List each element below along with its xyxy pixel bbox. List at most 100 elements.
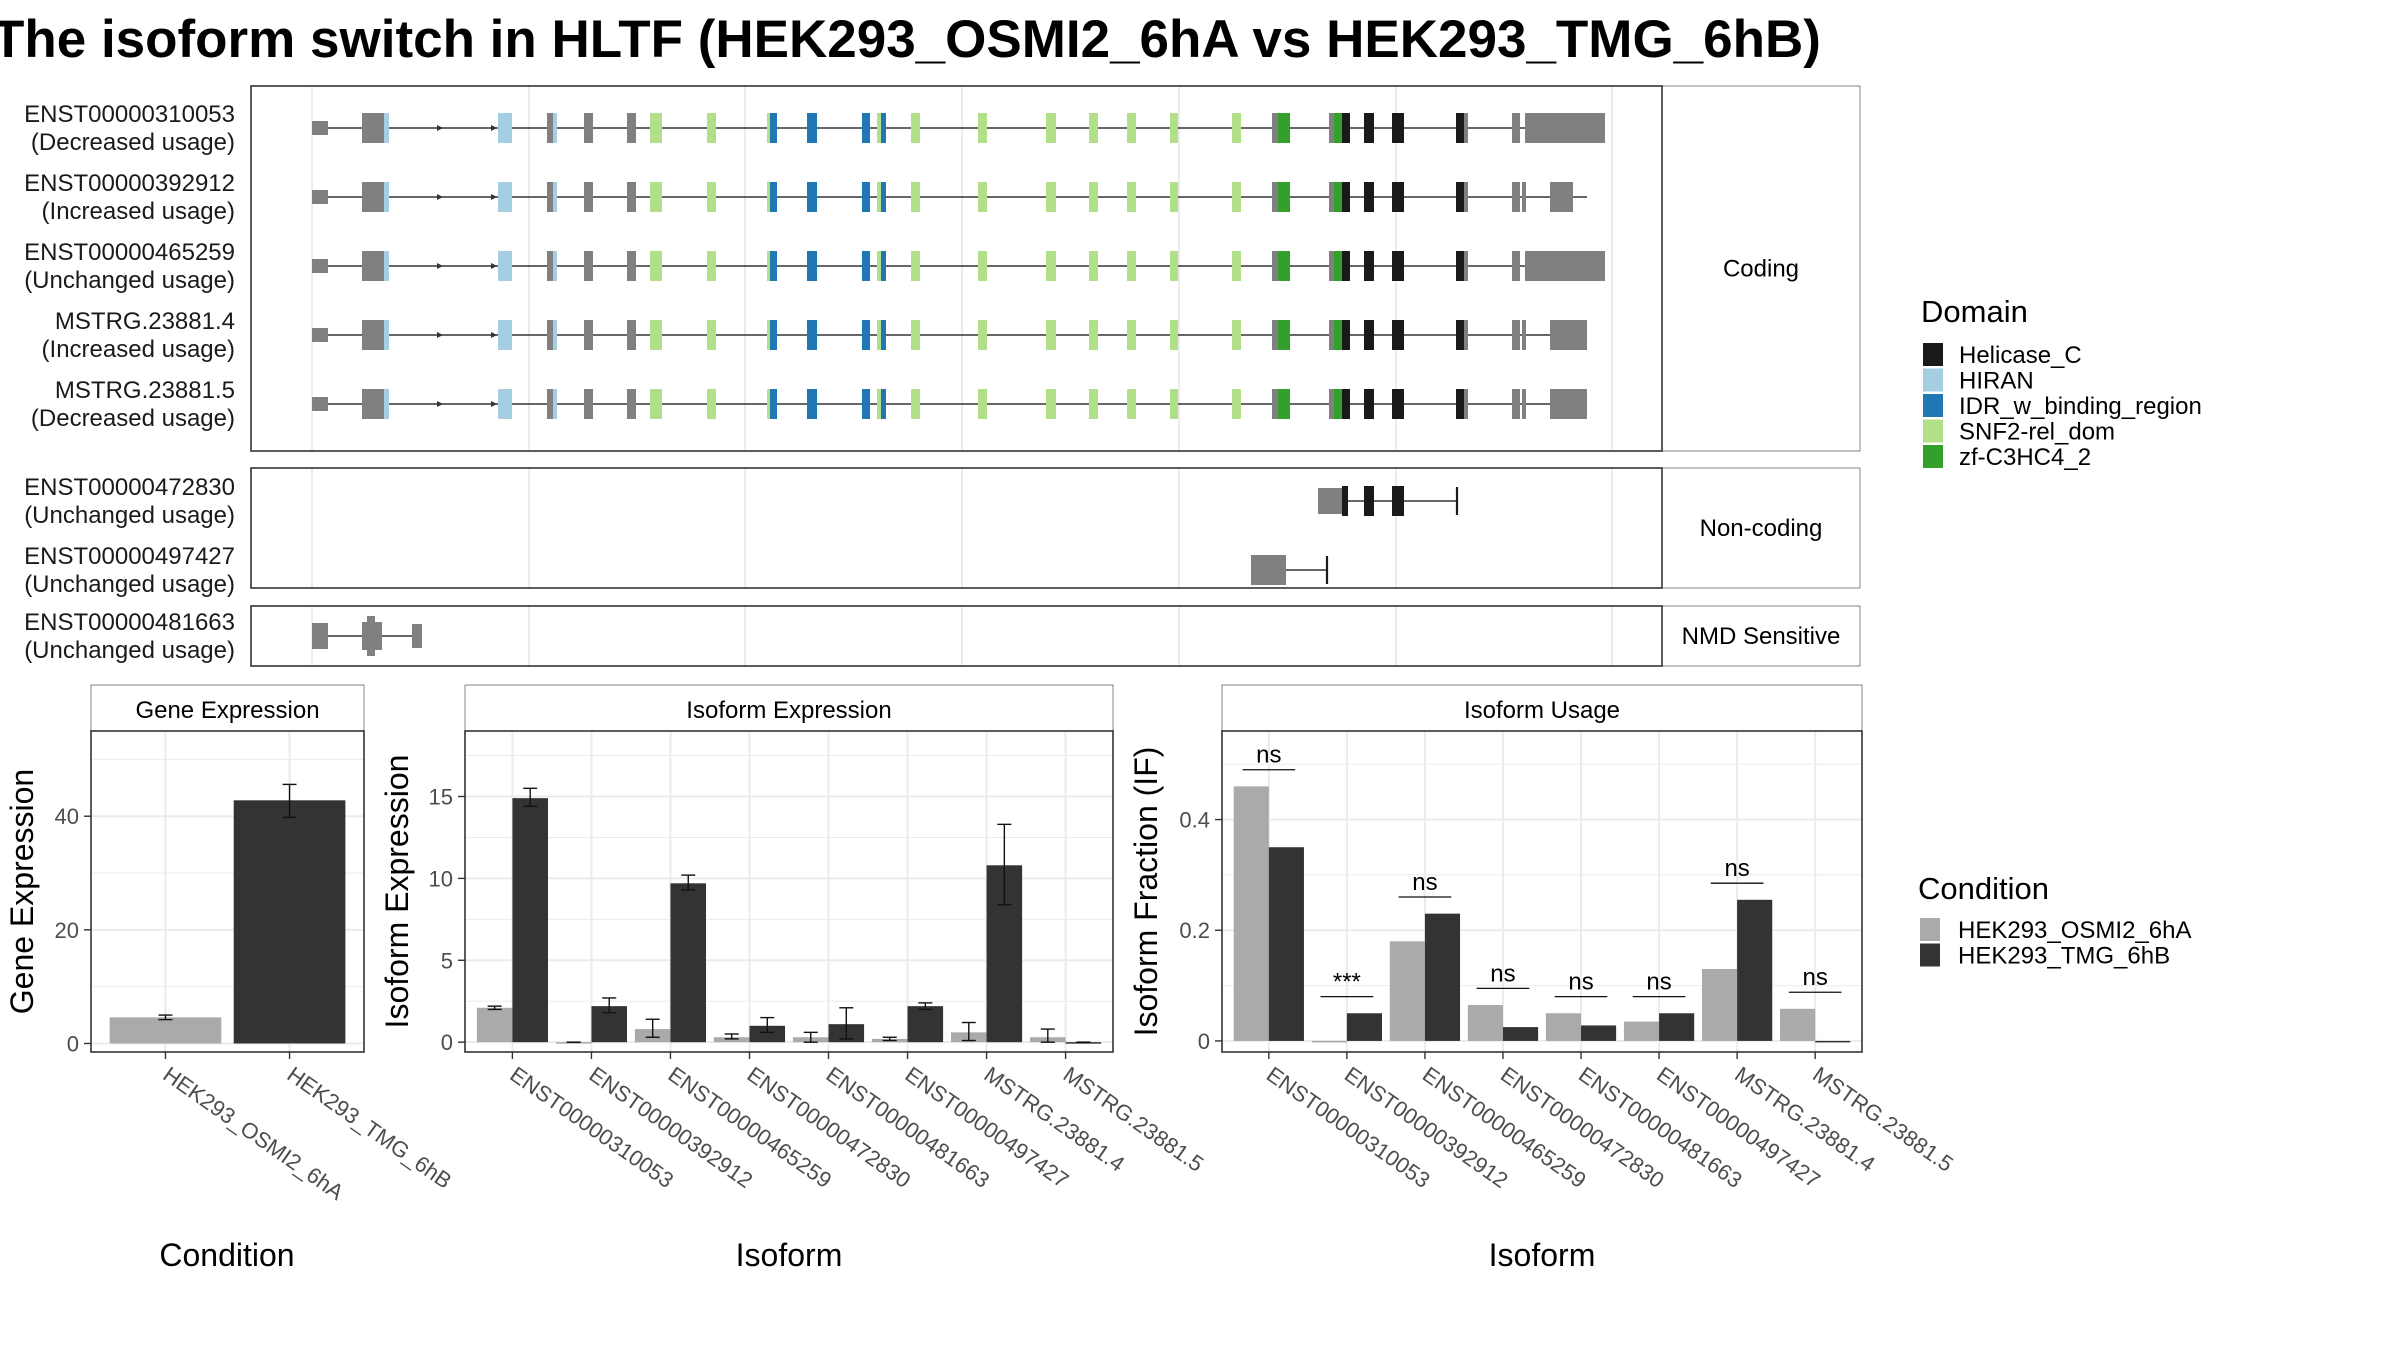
domain-legend-swatch <box>1923 368 1943 392</box>
exon-block <box>1232 113 1241 143</box>
panel-strip <box>1661 605 1861 667</box>
exon-block <box>862 182 870 212</box>
strand-arrow <box>437 194 443 200</box>
exon-block <box>1127 320 1136 350</box>
condition-legend-title: Condition <box>1918 871 2049 906</box>
bar <box>713 1037 750 1043</box>
exon-block <box>1170 182 1178 212</box>
exon-block <box>978 320 987 350</box>
domain-legend-swatch <box>1923 343 1943 366</box>
exon-block <box>1456 182 1464 212</box>
exon-block <box>1334 320 1342 350</box>
exon-block <box>1464 182 1468 212</box>
exon-block <box>911 113 920 143</box>
exon-block <box>1342 320 1350 350</box>
exon-block <box>1456 251 1464 281</box>
domain-legend-title: Domain <box>1921 294 2028 329</box>
exon-block <box>862 389 870 419</box>
exon-block <box>1456 389 1464 419</box>
exon-block <box>650 113 662 143</box>
y-tick-label: 0 <box>1198 1029 1210 1054</box>
significance-label: ns <box>1568 969 1593 996</box>
transcript-row <box>312 389 1587 419</box>
exon-block <box>881 320 886 350</box>
exon-block <box>1512 320 1520 350</box>
exon-block <box>1334 113 1342 143</box>
y-axis-title: Isoform Fraction (IF) <box>1128 747 1164 1037</box>
exon-block <box>650 182 662 212</box>
panel-strip-label: Non-coding <box>1700 515 1823 542</box>
transcript-id-label: ENST00000392912 <box>24 170 235 197</box>
bar <box>1815 1040 1851 1043</box>
y-tick-label: 0 <box>441 1030 453 1055</box>
exon-block <box>498 251 512 281</box>
exon-block <box>978 251 987 281</box>
domain-legend-swatch <box>1923 419 1943 443</box>
significance-label: ns <box>1802 964 1827 991</box>
exon-block <box>911 389 920 419</box>
exon-block <box>498 113 512 143</box>
exon-block <box>547 320 553 350</box>
condition-legend-label: HEK293_TMG_6hB <box>1958 943 2170 970</box>
exon-block <box>1512 389 1520 419</box>
significance-label: *** <box>1333 969 1361 996</box>
domain-legend-label: Helicase_C <box>1959 342 2082 369</box>
exon-block <box>627 251 636 281</box>
x-tick-label: MSTRG.23881.5 <box>1059 1062 1209 1177</box>
exon-block <box>1364 486 1374 516</box>
exon-block <box>384 320 389 350</box>
exon-block <box>312 190 328 204</box>
panel-strip <box>1661 467 1861 589</box>
exon-block <box>627 320 636 350</box>
exon-block <box>312 121 328 135</box>
strand-arrow <box>491 263 497 269</box>
bar <box>670 883 707 1043</box>
transcript-row <box>312 320 1587 350</box>
exon-block <box>1272 113 1278 143</box>
transcript-id-label: MSTRG.23881.5 <box>55 377 235 404</box>
exon-block <box>498 320 512 350</box>
exon-block <box>1272 251 1278 281</box>
exon-block <box>650 251 662 281</box>
panel-border <box>90 730 365 1053</box>
transcript-row <box>312 616 422 656</box>
exon-block <box>1272 389 1278 419</box>
transcript-row <box>312 251 1605 281</box>
domain-legend-swatch <box>1923 445 1943 468</box>
panel-border <box>250 467 1663 589</box>
exon-block <box>553 251 557 281</box>
exon-block <box>547 113 553 143</box>
exon-block <box>911 251 920 281</box>
bar <box>555 1042 592 1044</box>
transcript-row <box>312 182 1587 212</box>
panel-strip-label: NMD Sensitive <box>1682 623 1841 650</box>
exon-block <box>1278 389 1290 419</box>
exon-block <box>627 182 636 212</box>
exon-block <box>1522 320 1526 350</box>
exon-block <box>877 320 881 350</box>
exon-block <box>362 251 384 281</box>
exon-block <box>1232 251 1241 281</box>
exon-block <box>1046 320 1056 350</box>
transcript-id-label: ENST00000310053 <box>24 101 235 128</box>
exon-block <box>1272 182 1278 212</box>
transcript-row <box>1251 555 1329 585</box>
y-tick-label: 15 <box>429 785 453 810</box>
exon-block <box>1232 182 1241 212</box>
transcript-usage-label: (Increased usage) <box>42 336 235 363</box>
bar <box>1737 899 1773 1041</box>
exon-block <box>384 389 389 419</box>
exon-block <box>1127 389 1136 419</box>
exon-block <box>384 182 389 212</box>
exon-block <box>584 320 593 350</box>
exon-block <box>650 389 662 419</box>
panel-background <box>251 468 1662 588</box>
panel-strip <box>464 684 1114 732</box>
domain-legend: Domain Helicase_CHIRANIDR_w_binding_regio… <box>1921 294 2202 471</box>
exon-block <box>553 113 557 143</box>
exon-block <box>862 320 870 350</box>
exon-block <box>807 389 817 419</box>
